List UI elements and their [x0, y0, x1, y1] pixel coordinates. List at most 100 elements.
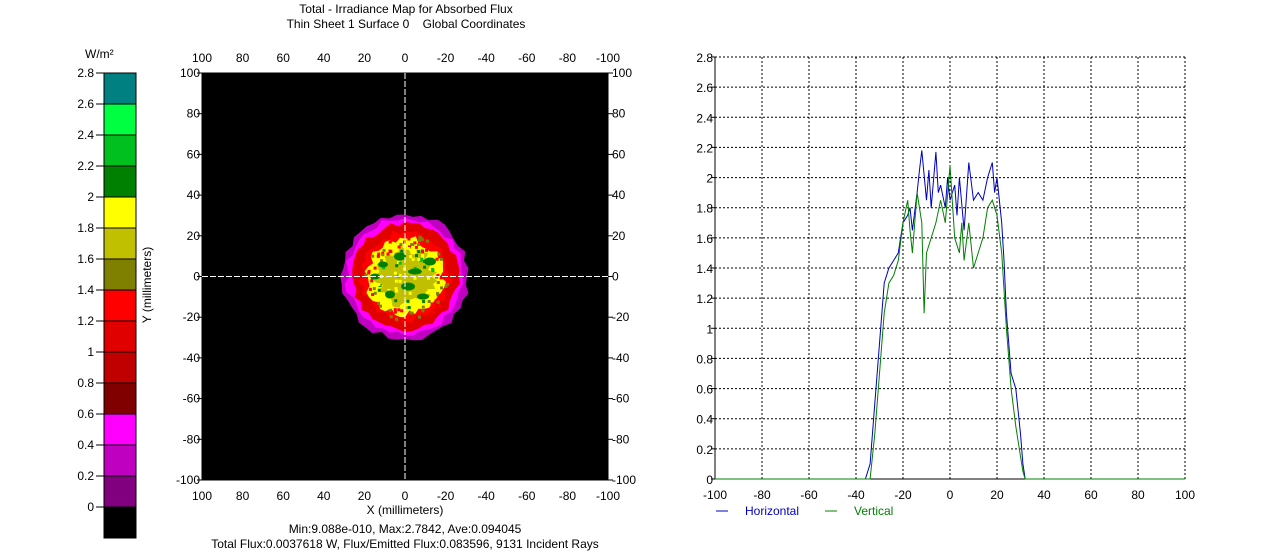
spot-speckle	[398, 273, 402, 277]
map-right-tick-label: 0	[612, 270, 619, 284]
spot-speckle	[397, 304, 400, 308]
spot-speckle	[371, 254, 375, 258]
spot-speckle	[437, 252, 441, 256]
colorbar-swatch	[103, 475, 137, 508]
spot-speckle	[377, 301, 381, 305]
spot-speckle	[393, 308, 397, 312]
y-tick-label: 2.8	[696, 51, 713, 65]
y-tick-label: 0.4	[696, 413, 713, 427]
colorbar-tick-label: 1	[87, 345, 94, 359]
spot-speckle	[373, 266, 377, 270]
x-tick-label: 100	[1175, 488, 1195, 502]
spot-speckle	[408, 291, 412, 295]
stats-line-2: Total Flux:0.0037618 W, Flux/Emitted Flu…	[211, 537, 599, 551]
spot-speckle	[426, 282, 430, 285]
spot-speckle	[398, 261, 402, 265]
legend-label-horizontal: Horizontal	[745, 504, 799, 518]
spot-speckle	[367, 271, 371, 275]
spot-speckle	[417, 250, 421, 254]
spot-speckle	[397, 245, 401, 249]
colorbar-tick-label: 2.4	[77, 128, 94, 142]
spot-speckle	[401, 320, 405, 323]
spot-speckle	[395, 317, 399, 321]
spot-speckle	[417, 284, 421, 288]
spot-speckle	[423, 265, 427, 269]
map-bottom-tick-label: 60	[277, 489, 291, 503]
spot-speckle	[392, 302, 396, 306]
legend-label-vertical: Vertical	[854, 504, 893, 518]
spot-speckle	[382, 248, 386, 252]
spot-speckle	[434, 299, 438, 303]
spot-speckle	[415, 293, 419, 297]
colorbar-unit: W/m²	[85, 47, 114, 61]
colorbar-tick-label: 0.4	[77, 438, 94, 452]
spot-speckle	[436, 300, 440, 304]
spot-speckle	[417, 243, 421, 247]
spot-speckle	[412, 264, 416, 267]
spot-speckle	[400, 249, 404, 253]
spot-speckle	[370, 279, 374, 283]
map-right-tick-label: -20	[612, 310, 630, 324]
spot-speckle	[417, 315, 421, 319]
x-tick-label: 60	[1084, 488, 1098, 502]
map-bottom-tick-label: -100	[596, 489, 620, 503]
map-left-tick-label: 80	[187, 107, 201, 121]
y-tick-label: 0.8	[696, 352, 713, 366]
spot-speckle	[436, 274, 440, 277]
x-tick-label: -40	[847, 488, 865, 502]
spot-speckle	[388, 249, 392, 253]
spot-speckle	[402, 267, 406, 271]
spot-speckle	[376, 254, 380, 258]
x-tick-label: 40	[1037, 488, 1051, 502]
spot-speckle	[418, 238, 422, 242]
spot-speckle	[407, 237, 411, 241]
x-tick-label: -20	[894, 488, 912, 502]
spot-speckle	[410, 311, 414, 315]
map-x-axis-label: X (millimeters)	[366, 503, 444, 517]
spot-green-patch	[378, 261, 388, 268]
spot-speckle	[436, 281, 440, 284]
stats-line-1: Min:9.088e-010, Max:2.7842, Ave:0.094045	[288, 522, 522, 536]
spot-speckle	[381, 253, 385, 257]
spot-speckle	[422, 300, 426, 304]
spot-speckle	[435, 257, 439, 261]
map-bottom-tick-label: 40	[317, 489, 331, 503]
spot-speckle	[367, 269, 371, 273]
map-bottom-tick-label: -40	[478, 489, 496, 503]
colorbar-swatch	[103, 351, 137, 384]
spot-speckle	[429, 283, 433, 287]
spot-speckle	[411, 243, 415, 246]
map-right-tick-label: -80	[612, 432, 630, 446]
map-left-tick-label: 0	[193, 270, 200, 284]
chart-subtitle: Thin Sheet 1 Surface 0 Global Coordinate…	[286, 17, 526, 31]
spot-speckle	[427, 309, 431, 313]
spot-speckle	[409, 255, 413, 259]
spot-speckle	[413, 266, 417, 270]
spot-speckle	[395, 264, 399, 268]
spot-speckle	[444, 284, 448, 288]
x-tick-label: -60	[800, 488, 818, 502]
spot-speckle	[389, 315, 393, 319]
colorbar-swatch	[103, 413, 137, 446]
spot-speckle	[377, 252, 381, 256]
colorbar-swatch	[103, 289, 137, 322]
x-tick-label: -100	[703, 488, 727, 502]
spot-speckle	[407, 306, 411, 309]
spot-speckle	[362, 277, 366, 281]
spot-speckle	[413, 276, 417, 280]
x-tick-label: -80	[753, 488, 771, 502]
map-bottom-tick-label: -80	[559, 489, 577, 503]
spot-speckle	[365, 280, 369, 284]
colorbar: 2.8 2.6 2.4 2.2 2 1.8 1.6 1.4 1.2 1 0.8 0.6 0.4 0.2 0	[77, 66, 137, 539]
colorbar-tick-label: 0.8	[77, 376, 94, 390]
spot-speckle	[427, 300, 431, 303]
map-left-tick-label: 20	[187, 229, 201, 243]
colorbar-swatch	[103, 72, 137, 105]
colorbar-swatch	[103, 165, 137, 198]
colorbar-swatch	[103, 444, 137, 477]
map-top-tick-label: -80	[559, 51, 577, 65]
map-right-tick-label: -60	[612, 392, 630, 406]
spot-speckle	[438, 304, 441, 308]
spot-speckle	[395, 289, 399, 293]
map-top-tick-label: -20	[437, 51, 455, 65]
